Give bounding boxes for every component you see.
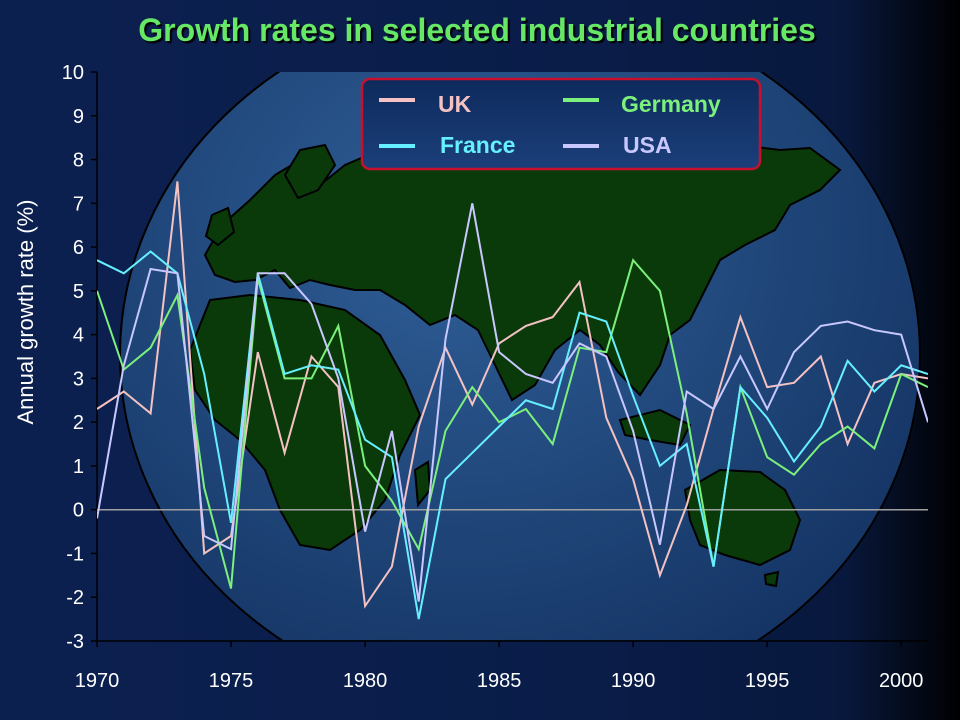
x-tick-label: 1975 <box>209 670 254 692</box>
y-tick-label: 10 <box>62 62 84 84</box>
y-tick-label: -2 <box>66 587 84 609</box>
continent-tasmania <box>763 570 780 588</box>
series-line-usa <box>97 203 928 602</box>
y-tick-label: 4 <box>73 325 84 347</box>
x-tick-label: 1985 <box>477 670 522 692</box>
y-tick-label: 6 <box>73 237 84 259</box>
x-tick-label: 2000 <box>879 670 924 692</box>
series-group <box>97 181 928 620</box>
legend-label-uk: UK <box>438 91 472 117</box>
y-tick-label: 3 <box>73 368 84 390</box>
globe-map <box>119 72 921 640</box>
continent-scandinavia <box>283 143 337 200</box>
y-tick-label: -3 <box>66 631 84 653</box>
x-tick-label: 1995 <box>745 670 790 692</box>
chart-title: Growth rates in selected industrial coun… <box>138 12 816 48</box>
y-axis-label: Annual growth rate (%) <box>13 200 38 425</box>
y-tick-label: 7 <box>73 193 84 215</box>
x-tick-label: 1990 <box>611 670 656 692</box>
y-tick-label: 0 <box>73 500 84 522</box>
legend-box <box>360 77 762 171</box>
y-tick-label: 5 <box>73 281 84 303</box>
y-tick-label: 9 <box>73 106 84 128</box>
legend-label-usa: USA <box>623 132 672 158</box>
series-line-france <box>97 250 928 620</box>
continent-australia <box>683 468 802 567</box>
y-tick-label: -1 <box>66 543 84 565</box>
continent-british-isles <box>204 206 236 247</box>
x-tick-label: 1980 <box>343 670 388 692</box>
legend-label-germany: Germany <box>621 91 721 117</box>
legend-label-france: France <box>440 132 515 158</box>
continent-africa <box>188 293 422 552</box>
x-axis-ticks: 1970 1975 1980 1985 1990 1995 2000 <box>75 641 924 692</box>
legend: UK Germany France USA <box>360 77 762 171</box>
series-line-germany <box>97 258 928 589</box>
y-tick-label: 1 <box>73 456 84 478</box>
y-tick-label: 2 <box>73 412 84 434</box>
y-tick-label: 8 <box>73 150 84 172</box>
continent-sea-islands <box>618 408 692 447</box>
x-tick-label: 1970 <box>75 670 120 692</box>
